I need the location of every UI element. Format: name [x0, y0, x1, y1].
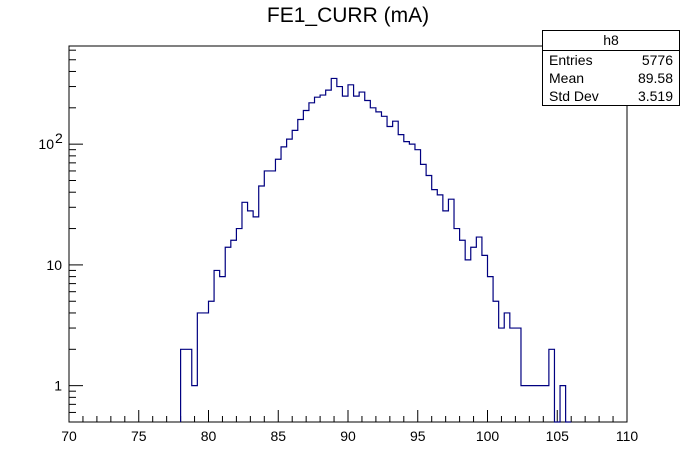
- x-tick-label: 75: [131, 428, 147, 444]
- x-tick-label: 80: [201, 428, 217, 444]
- y-tick-label: 1: [54, 378, 62, 394]
- stats-value: 3.519: [637, 88, 673, 104]
- x-tick-label: 95: [410, 428, 426, 444]
- y-tick-exponent: 2: [55, 130, 63, 146]
- stats-label: Mean: [549, 70, 585, 86]
- stats-value: 89.58: [637, 70, 673, 86]
- stats-label: Entries: [549, 52, 593, 68]
- stats-label: Std Dev: [549, 88, 599, 104]
- stats-row-stddev: Std Dev 3.519: [543, 87, 679, 105]
- y-tick-label: 10: [38, 136, 54, 152]
- stats-box: h8 Entries 5776 Mean 89.58 Std Dev 3.519: [542, 30, 680, 106]
- x-tick-label: 110: [616, 428, 639, 444]
- x-tick-label: 90: [340, 428, 356, 444]
- x-tick-label: 100: [476, 428, 500, 444]
- x-tick-label: 105: [546, 428, 570, 444]
- chart-title: FE1_CURR (mA): [266, 4, 430, 27]
- histogram-line: [180, 77, 572, 423]
- stats-row-mean: Mean 89.58: [543, 69, 679, 87]
- x-tick-label: 85: [270, 428, 286, 444]
- stats-histogram-name: h8: [543, 31, 679, 51]
- stats-value: 5776: [641, 52, 673, 68]
- y-tick-label: 10: [46, 257, 62, 273]
- x-tick-label: 70: [61, 428, 77, 444]
- stats-row-entries: Entries 5776: [543, 51, 679, 69]
